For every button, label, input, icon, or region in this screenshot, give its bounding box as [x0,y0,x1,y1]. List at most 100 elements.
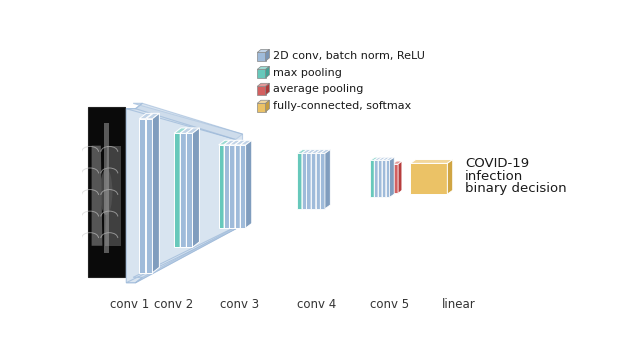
Polygon shape [145,113,152,273]
Polygon shape [235,140,246,145]
Polygon shape [257,86,266,95]
Polygon shape [302,153,307,209]
Polygon shape [152,113,159,273]
Polygon shape [386,160,390,197]
Polygon shape [378,160,382,197]
Polygon shape [219,140,230,145]
Polygon shape [193,128,200,247]
Text: fully-connected, softmax: fully-connected, softmax [273,101,412,112]
Polygon shape [266,66,269,78]
Polygon shape [147,119,152,273]
Polygon shape [257,83,269,86]
Polygon shape [447,160,452,194]
Polygon shape [257,66,269,69]
Polygon shape [393,164,398,193]
Polygon shape [174,133,180,247]
Text: conv 5: conv 5 [370,298,409,311]
Polygon shape [230,145,235,228]
Polygon shape [410,163,447,194]
Polygon shape [382,160,386,197]
Text: conv 1: conv 1 [109,298,149,311]
Polygon shape [382,157,387,197]
Polygon shape [374,160,378,197]
Polygon shape [257,103,266,112]
Polygon shape [240,140,246,228]
Polygon shape [320,149,330,153]
Polygon shape [386,157,394,160]
Polygon shape [186,133,193,247]
Polygon shape [297,149,307,153]
Polygon shape [224,145,230,228]
Polygon shape [88,107,125,276]
Polygon shape [257,50,269,52]
Polygon shape [240,140,252,145]
Polygon shape [257,52,266,61]
Polygon shape [126,103,243,139]
Polygon shape [235,140,241,228]
Polygon shape [140,119,145,273]
Polygon shape [186,128,193,247]
Polygon shape [316,149,326,153]
Text: conv 4: conv 4 [297,298,336,311]
Polygon shape [104,122,109,253]
Polygon shape [126,109,236,283]
Polygon shape [230,140,241,145]
Polygon shape [257,100,269,103]
Polygon shape [302,149,312,153]
Polygon shape [219,145,224,228]
Polygon shape [246,140,252,228]
Text: linear: linear [442,298,476,311]
Polygon shape [224,140,236,145]
Polygon shape [311,149,321,153]
Polygon shape [393,161,402,164]
Text: conv 3: conv 3 [220,298,259,311]
Polygon shape [140,113,152,119]
Polygon shape [378,157,383,197]
Polygon shape [266,100,269,112]
Polygon shape [316,149,321,209]
Polygon shape [186,128,200,133]
Text: conv 2: conv 2 [154,298,194,311]
Polygon shape [307,149,312,209]
Polygon shape [374,157,383,160]
Polygon shape [230,140,236,228]
Polygon shape [398,161,402,193]
Polygon shape [235,145,240,228]
Polygon shape [307,153,311,209]
Polygon shape [266,83,269,95]
Polygon shape [410,160,452,163]
Polygon shape [224,140,230,228]
Ellipse shape [100,169,113,215]
Text: infection: infection [465,170,524,183]
Polygon shape [325,149,330,209]
Polygon shape [174,128,187,133]
Polygon shape [136,103,243,283]
Polygon shape [390,157,394,197]
Polygon shape [320,153,325,209]
Polygon shape [297,153,302,209]
Polygon shape [180,128,187,247]
Polygon shape [257,69,266,78]
Polygon shape [311,149,316,209]
Polygon shape [371,157,379,160]
Text: COVID-19: COVID-19 [465,157,529,170]
Polygon shape [180,128,193,133]
Polygon shape [180,133,186,247]
Polygon shape [371,160,374,197]
Polygon shape [382,157,390,160]
Text: 2D conv, batch norm, ReLU: 2D conv, batch norm, ReLU [273,51,425,61]
Polygon shape [320,149,326,209]
Polygon shape [240,145,246,228]
Text: max pooling: max pooling [273,68,342,78]
Polygon shape [302,149,307,209]
Text: average pooling: average pooling [273,85,364,95]
Polygon shape [307,149,316,153]
Polygon shape [378,157,387,160]
Polygon shape [386,157,390,197]
Polygon shape [316,153,320,209]
Polygon shape [374,157,379,197]
Text: binary decision: binary decision [465,182,566,195]
Polygon shape [266,50,269,61]
Polygon shape [147,113,159,119]
Polygon shape [311,153,316,209]
